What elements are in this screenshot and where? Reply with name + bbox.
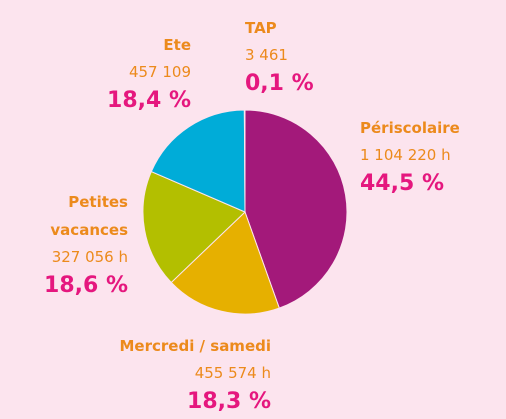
slice-label: Périscolaire 1 104 220 h 44,5 % [360,114,460,200]
amount-label: 3 461 [245,46,288,64]
pie-slice [244,109,348,309]
category-name: Petites vacances [50,193,128,239]
percent-label: 18,6 % [44,273,128,298]
amount-label: 1 104 220 h [360,146,451,164]
percent-label: 0,1 % [245,71,314,96]
category-name: TAP [245,19,277,37]
amount-label: 455 574 h [194,364,271,382]
category-name: Ete [163,36,191,54]
slice-label: Petites vacances 327 056 h 18,6 % [18,188,128,302]
slice-label: Mercredi / samedi 455 574 h 18,3 % [120,332,272,418]
amount-label: 327 056 h [51,248,128,266]
percent-label: 18,3 % [187,389,271,414]
pie-slice [243,109,246,213]
pie-slice [142,170,246,284]
category-name: Mercredi / samedi [119,337,272,355]
pie-slice [170,211,280,315]
percent-label: 18,4 % [107,88,191,113]
percent-label: 44,5 % [360,171,444,196]
amount-label: 457 109 [128,63,191,81]
slice-label: TAP 3 461 0,1 % [245,14,314,100]
category-name: Périscolaire [360,119,460,137]
slice-label: Ete 457 109 18,4 % [107,31,191,117]
pie-slice [150,109,246,213]
